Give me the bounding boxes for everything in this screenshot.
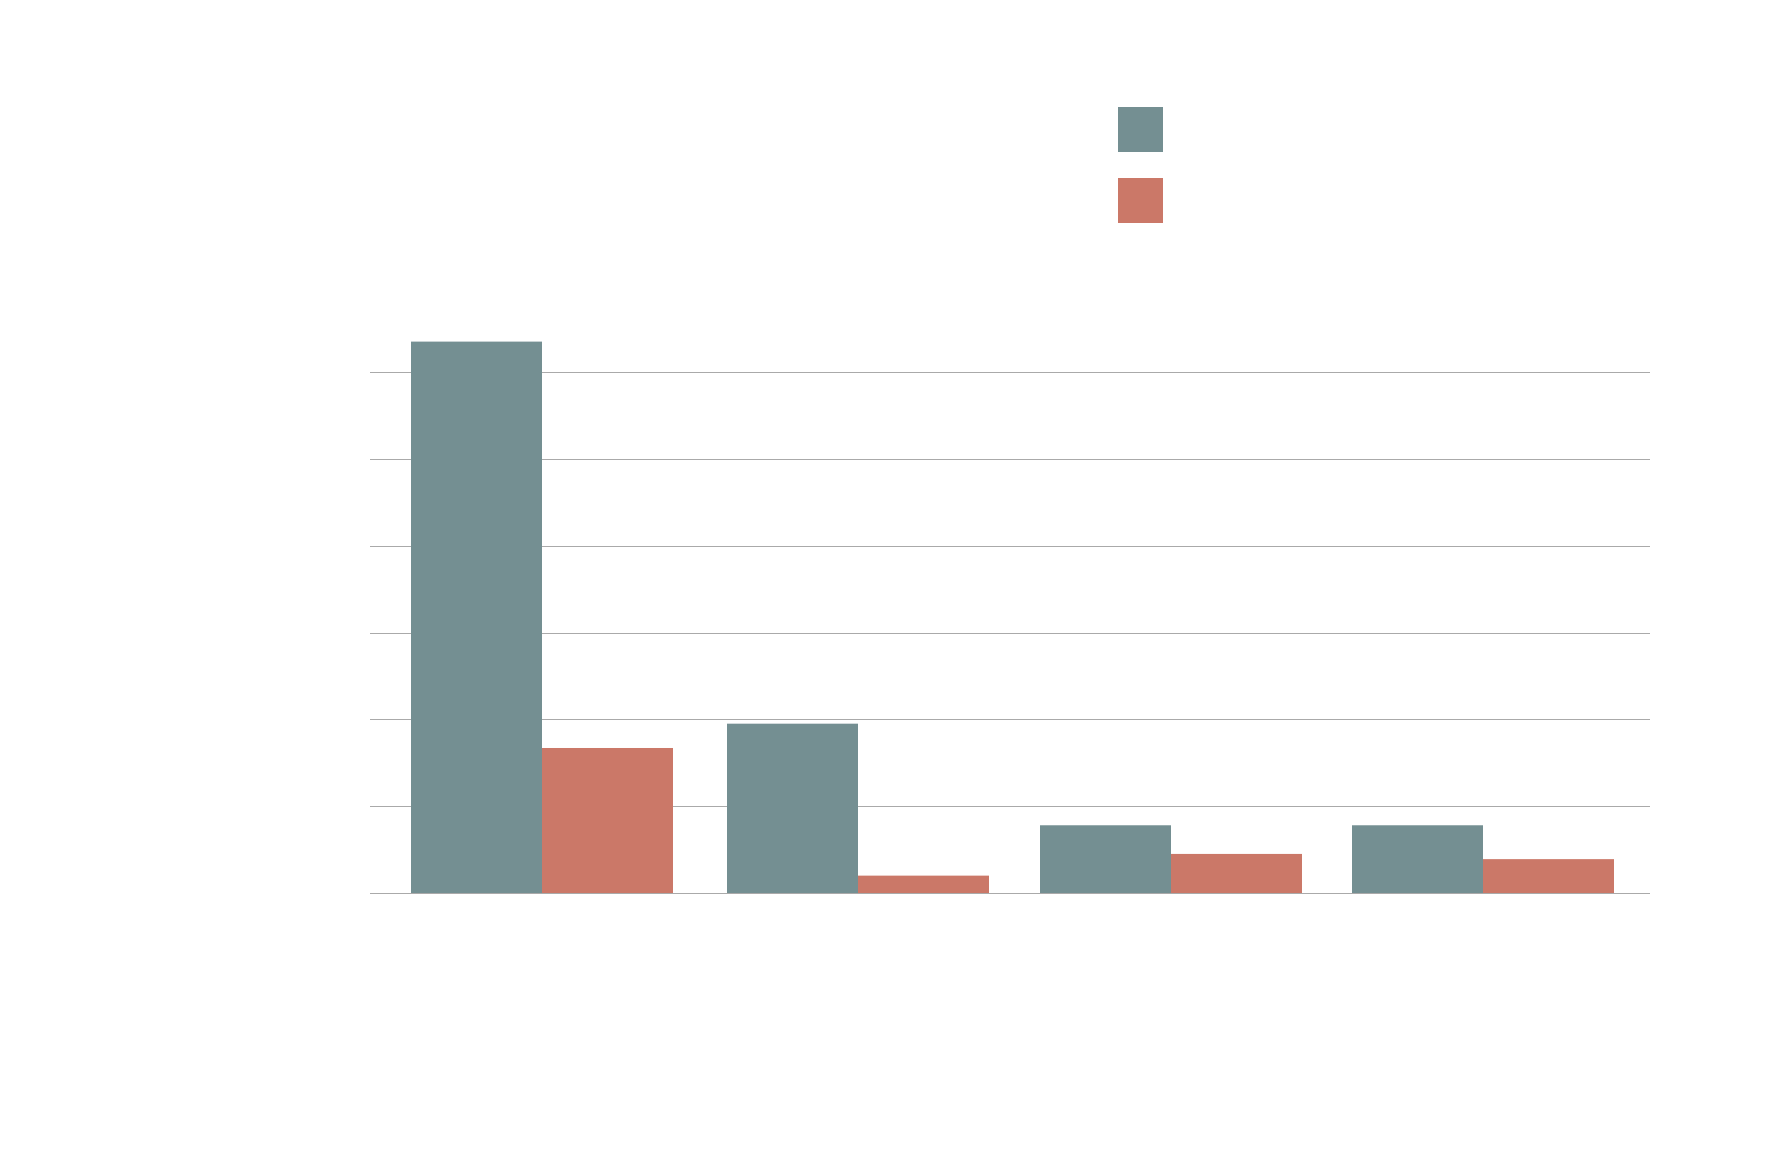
bars: [411, 341, 1614, 893]
legend-swatch-1: [1118, 107, 1163, 152]
bar-series2-cat1: [542, 747, 673, 893]
bar-series1-cat3: [1040, 825, 1171, 893]
bar-series1-cat1: [411, 341, 542, 893]
bar-series1-cat4: [1352, 825, 1483, 893]
legend: [1118, 107, 1163, 223]
bar-series2-cat4: [1483, 859, 1614, 893]
bar-series2-cat2: [858, 875, 989, 893]
legend-swatch-2: [1118, 178, 1163, 223]
bar-series1-cat2: [727, 723, 858, 893]
bar-series2-cat3: [1171, 853, 1302, 893]
